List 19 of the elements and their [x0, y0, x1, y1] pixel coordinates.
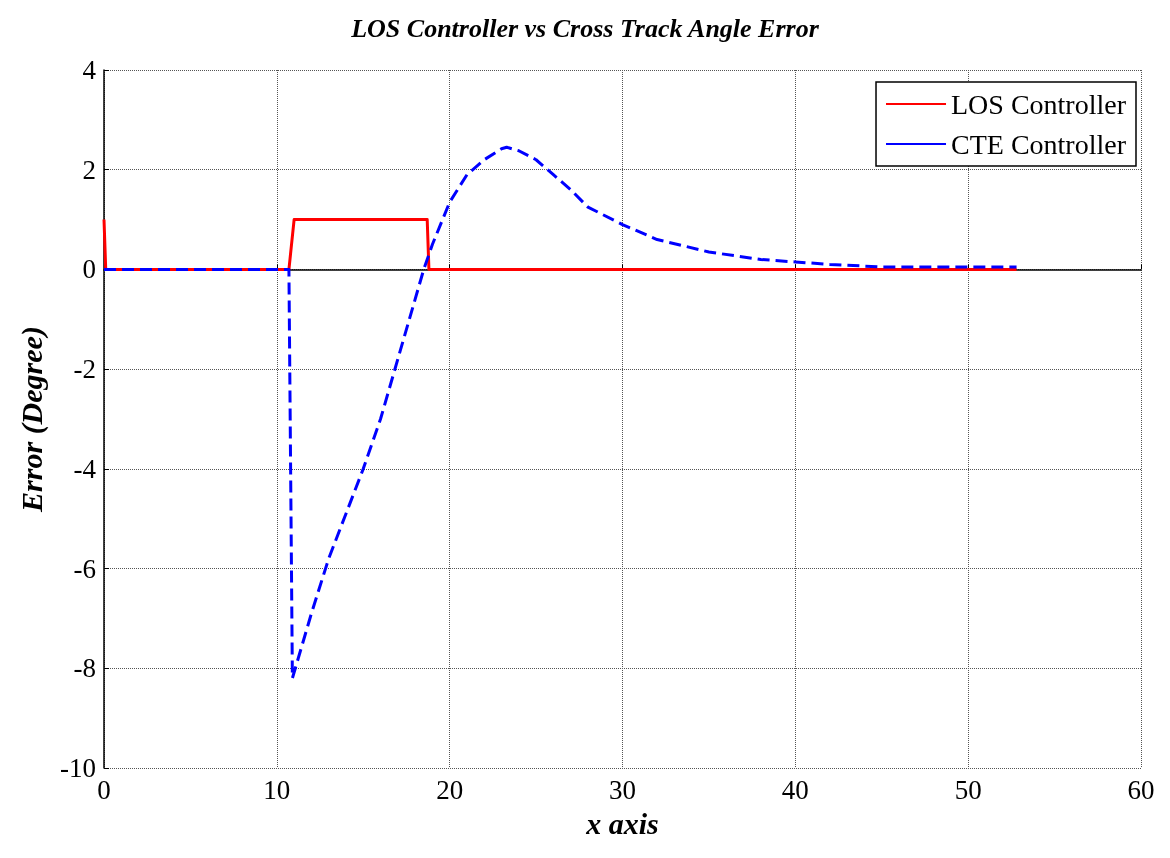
x-tick-label: 40	[781, 774, 809, 805]
x-axis-title: x axis	[585, 806, 659, 840]
legend-label: LOS Controller	[951, 88, 1127, 120]
legend-label: CTE Controller	[951, 128, 1127, 160]
y-tick-label: 2	[82, 154, 96, 185]
x-tick-label: 20	[436, 774, 464, 805]
x-tick-label: 60	[1127, 774, 1155, 805]
x-tick-label: 10	[263, 774, 291, 805]
x-tick-label: 50	[954, 774, 982, 805]
y-tick-label: -10	[60, 753, 96, 783]
y-tick-label: 0	[82, 254, 96, 285]
y-tick-label: 4	[82, 55, 97, 85]
y-tick-label: -2	[73, 354, 96, 385]
y-tick-label: -6	[73, 553, 96, 584]
x-tick-label: 30	[609, 774, 636, 805]
y-tick-label: -8	[73, 653, 96, 684]
y-axis-title: Error (Degree)	[14, 326, 49, 513]
chart-title: LOS Controller vs Cross Track Angle Error	[350, 13, 820, 43]
y-tick-label: -4	[73, 453, 97, 484]
